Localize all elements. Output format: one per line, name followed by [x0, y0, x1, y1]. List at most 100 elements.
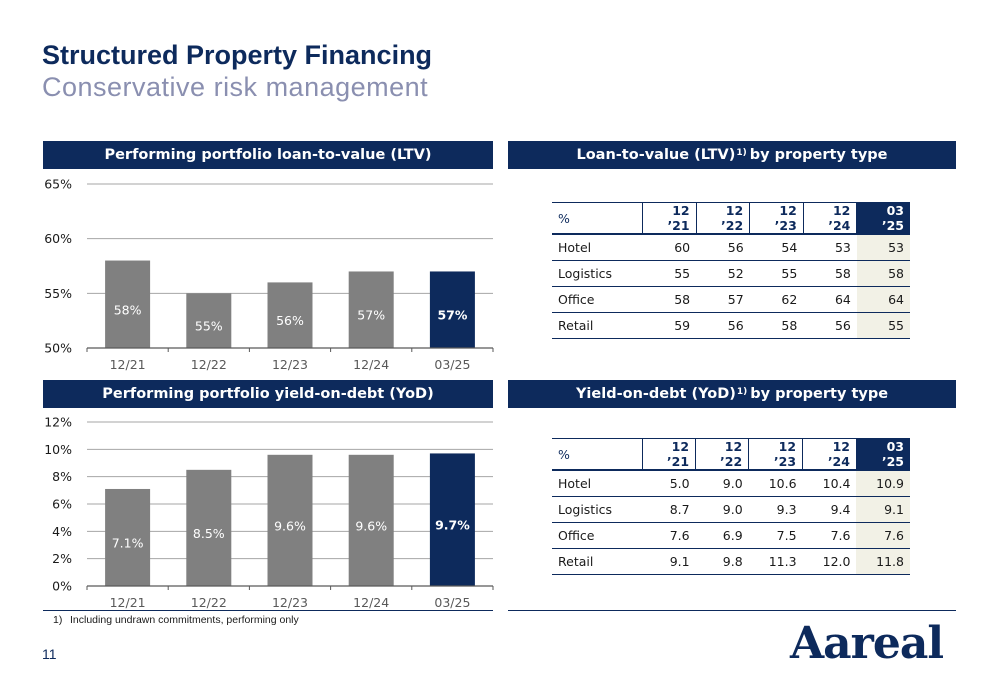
yod-table-row-label: Hotel [552, 470, 643, 497]
yod-table-column-header: 12 ’23 [748, 438, 803, 471]
ltv-table-row-label: Office [552, 286, 643, 313]
yod-table-cell: 9.8 [695, 548, 749, 575]
ltv-table-cell: 53 [803, 234, 857, 261]
ltv-table-column-header: 03 ’25 [856, 202, 910, 235]
footnote-number: 1) [53, 614, 63, 626]
yod-xtick-label: 12/21 [110, 595, 146, 610]
ltv-data-label: 57% [437, 308, 467, 323]
yod-table-header: Yield-on-debt (YoD) 1) by property type [508, 380, 956, 408]
yod-bar [186, 469, 232, 586]
ltv-table-column-header: 12 ’21 [642, 202, 697, 235]
yod-data-label: 7.1% [112, 535, 144, 550]
yod-bar [429, 453, 475, 586]
yod-table-cell: 8.7 [642, 496, 696, 523]
ltv-bar [105, 260, 151, 348]
ltv-table-column-header: % [552, 202, 643, 235]
yod-table-cell: 9.0 [695, 496, 749, 523]
ltv-data-label: 57% [357, 308, 385, 323]
yod-table-column-header: 03 ’25 [855, 438, 910, 471]
ltv-table-header-row: % 12 ’21 12 ’22 12 ’23 12 ’24 03 ’25 [552, 202, 910, 235]
yod-table-cell: 9.1 [856, 496, 910, 523]
ltv-xtick-label: 03/25 [434, 357, 470, 372]
ltv-table-cell: 55 [856, 312, 910, 339]
yod-table-cell: 11.8 [856, 548, 910, 575]
ltv-table-cell: 52 [696, 260, 750, 287]
ltv-table-cell: 55 [749, 260, 804, 287]
yod-table-row: Logistics 8.7 9.0 9.3 9.4 9.1 [552, 496, 910, 523]
ltv-table-cell: 58 [749, 312, 804, 339]
ltv-table-row: Retail 59 56 58 56 55 [552, 312, 910, 339]
yod-table-cell: 10.4 [802, 470, 857, 497]
yod-table-cell: 10.9 [856, 470, 910, 497]
ltv-table-column-header: 12 ’23 [749, 202, 804, 235]
ltv-table-row-label: Retail [552, 312, 643, 339]
ltv-chart-header: Performing portfolio loan-to-value (LTV) [43, 141, 493, 169]
ltv-table-cell: 60 [642, 234, 697, 261]
yod-ytick-label: 4% [52, 524, 72, 539]
ltv-chart-title: Performing portfolio loan-to-value (LTV) [104, 147, 432, 163]
yod-table-title-main: Yield-on-debt (YoD) [575, 386, 736, 402]
ltv-xtick-label: 12/21 [110, 357, 146, 372]
yod-table-cell: 7.6 [802, 522, 857, 549]
yod-table-cell: 9.0 [695, 470, 749, 497]
yod-table-cell: 7.6 [856, 522, 910, 549]
ltv-data-label: 56% [276, 313, 304, 328]
yod-xtick-label: 12/24 [353, 595, 389, 610]
ltv-chart-svg: 50% 55% 60% 65% 58% 12/21 55% 12/22 56% 12/23 57% 1… [44, 177, 494, 372]
page-subtitle: Conservative risk management [42, 72, 429, 102]
ltv-table-title-sup: 1) [736, 148, 747, 158]
ltv-table-cell: 58 [642, 286, 697, 313]
footer-divider-right [508, 610, 956, 611]
aareal-logo: Aareal [790, 618, 944, 669]
ltv-bar [186, 293, 232, 348]
ltv-table-cell: 64 [856, 286, 910, 313]
yod-table-title-sup: 1) [736, 387, 748, 397]
yod-bar [267, 454, 313, 586]
yod-xtick-label: 12/22 [191, 595, 227, 610]
ltv-table-row-label: Logistics [552, 260, 643, 287]
yod-ytick-label: 10% [44, 442, 72, 457]
ltv-xtick-label: 12/24 [353, 357, 389, 372]
yod-table-cell: 12.0 [802, 548, 857, 575]
yod-bar [348, 454, 394, 586]
ltv-xtick-label: 12/23 [272, 357, 308, 372]
yod-table-cell: 9.3 [748, 496, 803, 523]
yod-table-row-label: Office [552, 522, 643, 549]
yod-table-row: Retail 9.1 9.8 11.3 12.0 11.8 [552, 548, 910, 575]
yod-xtick-label: 03/25 [434, 595, 470, 610]
ltv-table-cell: 58 [856, 260, 910, 287]
ltv-table-row: Hotel 60 56 54 53 53 [552, 234, 910, 261]
ltv-bar [348, 271, 394, 348]
yod-table-header-row: % 12 ’21 12 ’22 12 ’23 12 ’24 03 ’25 [552, 438, 910, 471]
yod-table-cell: 7.5 [748, 522, 803, 549]
yod-table-row-label: Retail [552, 548, 643, 575]
ltv-ytick-label: 60% [44, 231, 72, 246]
ltv-table-cell: 59 [642, 312, 697, 339]
yod-ytick-label: 8% [52, 469, 72, 484]
ltv-bar [429, 271, 475, 348]
ltv-ytick-label: 65% [44, 177, 72, 192]
yod-chart-header: Performing portfolio yield-on-debt (YoD) [43, 380, 493, 408]
yod-table-cell: 7.6 [642, 522, 696, 549]
yod-chart: 0% 2% 4% 6% 8% 10% 12% 7.1% 12/21 8.5% 12/22 9.6% 12… [40, 410, 500, 619]
ltv-table-cell: 57 [696, 286, 750, 313]
yod-table-cell: 10.6 [748, 470, 803, 497]
yod-data-label: 9.6% [355, 518, 387, 533]
ltv-data-label: 55% [195, 319, 223, 334]
yod-table-cell: 11.3 [748, 548, 803, 575]
ltv-table-title-rest: by property type [749, 147, 888, 163]
yod-table-title-rest: by property type [750, 386, 889, 402]
ltv-table-cell: 62 [749, 286, 804, 313]
yod-bar [105, 488, 151, 586]
footnote-text: Including undrawn commitments, performin… [70, 614, 299, 626]
yod-table-cell: 5.0 [642, 470, 696, 497]
ltv-table-cell: 58 [803, 260, 857, 287]
yod-ytick-label: 0% [52, 579, 72, 594]
yod-data-label: 9.6% [274, 518, 306, 533]
yod-table-row-label: Logistics [552, 496, 643, 523]
yod-table-column-header: 12 ’21 [641, 438, 696, 471]
ltv-chart: 50% 55% 60% 65% 58% 12/21 55% 12/22 56% 12/23 57% 1… [40, 172, 500, 381]
ltv-table-cell: 56 [696, 234, 750, 261]
yod-table: % 12 ’21 12 ’22 12 ’23 12 ’24 03 ’25 Hotel 5.0 9… [552, 438, 910, 575]
ltv-xtick-label: 12/22 [191, 357, 227, 372]
